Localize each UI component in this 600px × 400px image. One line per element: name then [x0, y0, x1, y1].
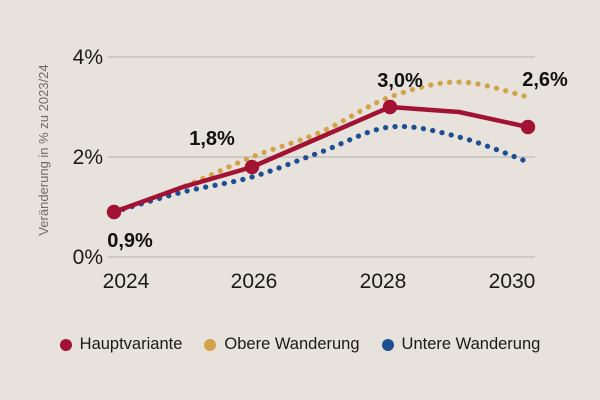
legend-dot-obere-wanderung [204, 338, 217, 351]
data-label: 0,9% [107, 230, 153, 252]
y-tick-label: 4% [73, 46, 103, 69]
data-label: 3,0% [377, 70, 423, 92]
legend-dot-hauptvariante [59, 338, 72, 351]
y-tick-label: 2% [73, 146, 103, 169]
chart-legend: Hauptvariante Obere Wanderung Untere Wan… [0, 335, 600, 354]
line-chart: 0% 2% 4% 2024 2026 2028 2030 Veränderung in % z… [36, 46, 568, 293]
legend-label-hauptvariante: Hauptvariante [79, 335, 183, 353]
data-point-marker [382, 99, 398, 115]
data-label: 1,8% [189, 128, 235, 150]
legend-dot-untere-wanderung [381, 338, 394, 351]
x-tick-label: 2028 [360, 270, 407, 293]
data-label: 2,6% [522, 69, 568, 91]
data-point-marker [244, 159, 260, 175]
data-point-marker [106, 204, 122, 220]
y-tick-label: 0% [73, 246, 103, 269]
x-tick-label: 2026 [231, 270, 278, 293]
legend-item-hauptvariante: Hauptvariante [59, 335, 183, 354]
y-axis-title: Veränderung in % zu 2023/24 [36, 64, 51, 235]
x-tick-label: 2030 [489, 270, 536, 293]
series-line-hauptvariante [113, 104, 529, 215]
legend-item-obere-wanderung: Obere Wanderung [204, 335, 360, 354]
data-point-marker [520, 119, 536, 135]
x-tick-label: 2024 [103, 270, 150, 293]
legend-label-untere-wanderung: Untere Wanderung [401, 335, 541, 353]
series-line-untere-wanderung [111, 123, 531, 215]
legend-label-obere-wanderung: Obere Wanderung [224, 335, 360, 353]
legend-item-untere-wanderung: Untere Wanderung [381, 335, 541, 354]
